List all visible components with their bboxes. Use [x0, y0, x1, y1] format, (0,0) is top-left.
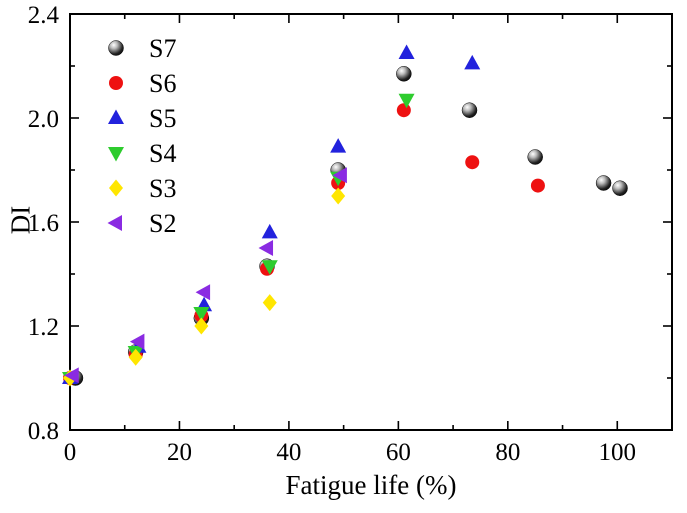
- y-tick-label: 2.4: [28, 2, 60, 29]
- legend-item-S3: S3: [109, 174, 176, 203]
- legend-item-S2: S2: [107, 209, 176, 238]
- series-S5: [62, 44, 481, 384]
- marker-triangle-left: [258, 240, 274, 256]
- legend-label: S2: [149, 209, 176, 238]
- marker-circle: [109, 76, 123, 90]
- marker-diamond: [128, 348, 143, 366]
- marker-triangle-down: [398, 93, 415, 109]
- marker-triangle-up: [108, 109, 124, 124]
- x-tick-label: 40: [276, 439, 301, 466]
- legend-label: S6: [149, 69, 176, 98]
- marker-triangle-up: [464, 54, 481, 70]
- marker-sphere: [527, 149, 543, 165]
- marker-circle: [530, 178, 545, 193]
- series-S4: [62, 93, 415, 387]
- x-axis-title: Fatigue life (%): [285, 470, 457, 500]
- y-tick-label: 1.2: [28, 314, 59, 341]
- marker-diamond: [194, 317, 209, 335]
- marker-sphere: [595, 175, 612, 191]
- series-S3: [63, 187, 346, 387]
- marker-triangle-left: [332, 167, 347, 184]
- marker-sphere: [612, 180, 628, 196]
- marker-triangle-down: [193, 307, 210, 322]
- x-tick-label: 0: [64, 439, 77, 466]
- marker-triangle-left: [129, 333, 145, 350]
- marker-triangle-up: [261, 223, 278, 239]
- y-tick-label: 2.0: [28, 106, 59, 133]
- x-tick-label: 100: [599, 439, 637, 466]
- marker-sphere: [461, 102, 478, 118]
- marker-diamond: [262, 294, 277, 312]
- legend-item-S7: S7: [108, 34, 176, 63]
- marker-diamond: [331, 187, 346, 205]
- y-axis-title: DI: [5, 205, 36, 235]
- legend: S7 S6 S5 S4 S3 S2: [107, 34, 176, 238]
- marker-triangle-up: [330, 138, 347, 153]
- legend-item-S4: S4: [108, 139, 176, 168]
- marker-triangle-down: [261, 260, 278, 275]
- marker-triangle-up: [398, 44, 415, 59]
- marker-sphere: [396, 66, 412, 82]
- legend-label: S4: [149, 139, 176, 168]
- marker-triangle-left: [64, 367, 79, 384]
- y-tick-label: 1.6: [28, 210, 59, 237]
- marker-circle: [465, 155, 480, 170]
- tick-labels: 0 20 40 60 80 100 0.8 1.2 1.6 2.0 2.4: [28, 2, 636, 466]
- marker-triangle-left: [195, 284, 211, 301]
- x-tick-label: 20: [167, 439, 192, 466]
- marker-sphere: [108, 40, 124, 56]
- marker-circle: [396, 103, 411, 118]
- marker-diamond: [109, 179, 123, 197]
- legend-item-S5: S5: [108, 104, 176, 133]
- series-S2: [64, 167, 347, 384]
- legend-label: S7: [149, 34, 176, 63]
- axis-ticks: [69, 13, 673, 431]
- x-tick-label: 80: [495, 439, 520, 466]
- marker-triangle-left: [107, 215, 122, 231]
- legend-item-S6: S6: [109, 69, 176, 98]
- y-tick-label: 0.8: [28, 418, 59, 445]
- x-tick-label: 60: [386, 439, 411, 466]
- legend-label: S5: [149, 104, 176, 133]
- legend-label: S3: [149, 174, 176, 203]
- marker-triangle-down: [108, 147, 124, 162]
